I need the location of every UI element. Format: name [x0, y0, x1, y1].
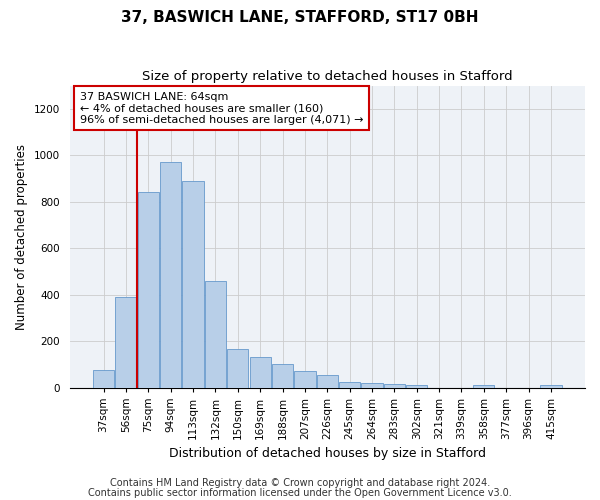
Bar: [115, 297, 137, 388]
Bar: [473, 385, 494, 388]
Bar: [93, 370, 114, 388]
Bar: [227, 349, 248, 388]
Bar: [294, 372, 316, 388]
X-axis label: Distribution of detached houses by size in Stafford: Distribution of detached houses by size …: [169, 447, 486, 460]
Y-axis label: Number of detached properties: Number of detached properties: [15, 144, 28, 330]
Bar: [182, 181, 203, 388]
Bar: [137, 192, 159, 388]
Title: Size of property relative to detached houses in Stafford: Size of property relative to detached ho…: [142, 70, 512, 83]
Bar: [205, 280, 226, 388]
Bar: [361, 383, 383, 388]
Bar: [384, 384, 405, 388]
Bar: [317, 374, 338, 388]
Bar: [406, 385, 427, 388]
Bar: [160, 162, 181, 388]
Text: 37 BASWICH LANE: 64sqm
← 4% of detached houses are smaller (160)
96% of semi-det: 37 BASWICH LANE: 64sqm ← 4% of detached …: [80, 92, 364, 125]
Text: Contains public sector information licensed under the Open Government Licence v3: Contains public sector information licen…: [88, 488, 512, 498]
Text: 37, BASWICH LANE, STAFFORD, ST17 0BH: 37, BASWICH LANE, STAFFORD, ST17 0BH: [121, 10, 479, 25]
Bar: [250, 358, 271, 388]
Bar: [339, 382, 360, 388]
Bar: [541, 385, 562, 388]
Bar: [272, 364, 293, 388]
Text: Contains HM Land Registry data © Crown copyright and database right 2024.: Contains HM Land Registry data © Crown c…: [110, 478, 490, 488]
